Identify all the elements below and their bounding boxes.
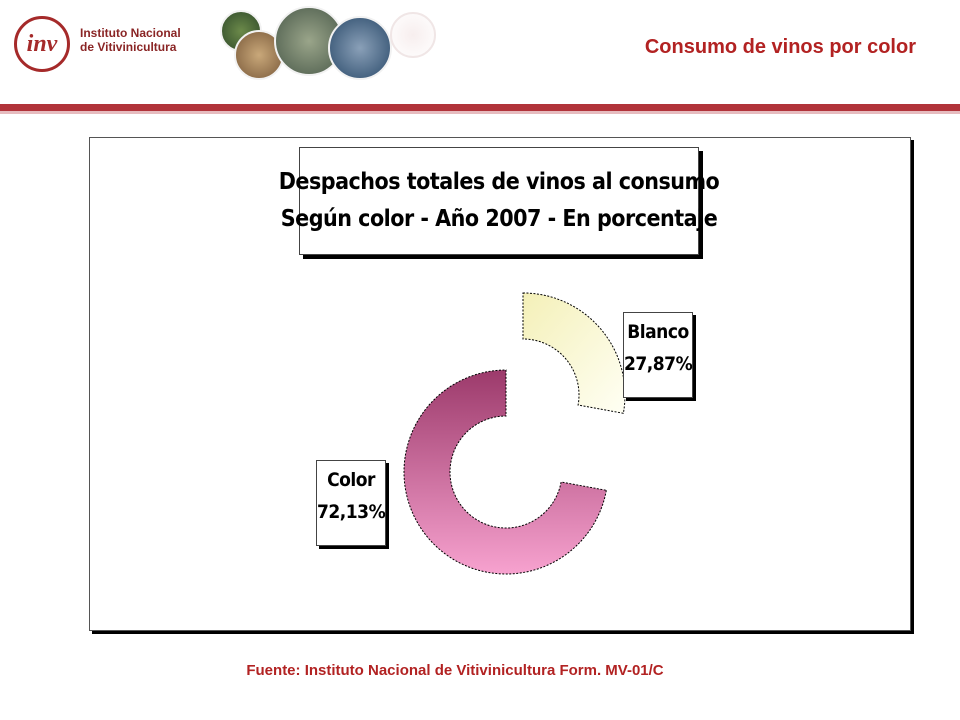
leaf-ornament bbox=[390, 12, 436, 58]
inv-logo: inv bbox=[14, 16, 70, 72]
data-label-blanco-value: 27,87% bbox=[624, 353, 693, 375]
page-title: Consumo de vinos por color bbox=[644, 36, 916, 58]
data-label-color-name: Color bbox=[327, 469, 375, 491]
data-label-color-value: 72,13% bbox=[317, 501, 386, 523]
harvest-photo bbox=[328, 16, 392, 80]
institute-name-line2: de Vitivinicultura bbox=[80, 40, 177, 54]
data-label-blanco-name: Blanco bbox=[627, 321, 689, 343]
chart-title: Despachos totales de vinos al consumo Se… bbox=[279, 147, 720, 255]
chart-title-line1: Despachos totales de vinos al consumo bbox=[278, 169, 720, 195]
header: inv Instituto Nacional de Vitivinicultur… bbox=[0, 0, 960, 112]
header-photo-collage bbox=[200, 2, 460, 86]
header-rule bbox=[0, 104, 960, 111]
chart-title-line2: Según color - Año 2007 - En porcentaje bbox=[280, 206, 718, 232]
institute-name: Instituto Nacional de Vitivinicultura bbox=[80, 26, 190, 54]
source-note: Fuente: Instituto Nacional de Vitivinicu… bbox=[246, 662, 664, 679]
data-label-blanco: Blanco 27,87% bbox=[623, 312, 693, 398]
data-label-color: Color 72,13% bbox=[316, 460, 386, 546]
institute-name-line1: Instituto Nacional bbox=[80, 26, 181, 40]
header-rule-shadow bbox=[0, 111, 960, 114]
